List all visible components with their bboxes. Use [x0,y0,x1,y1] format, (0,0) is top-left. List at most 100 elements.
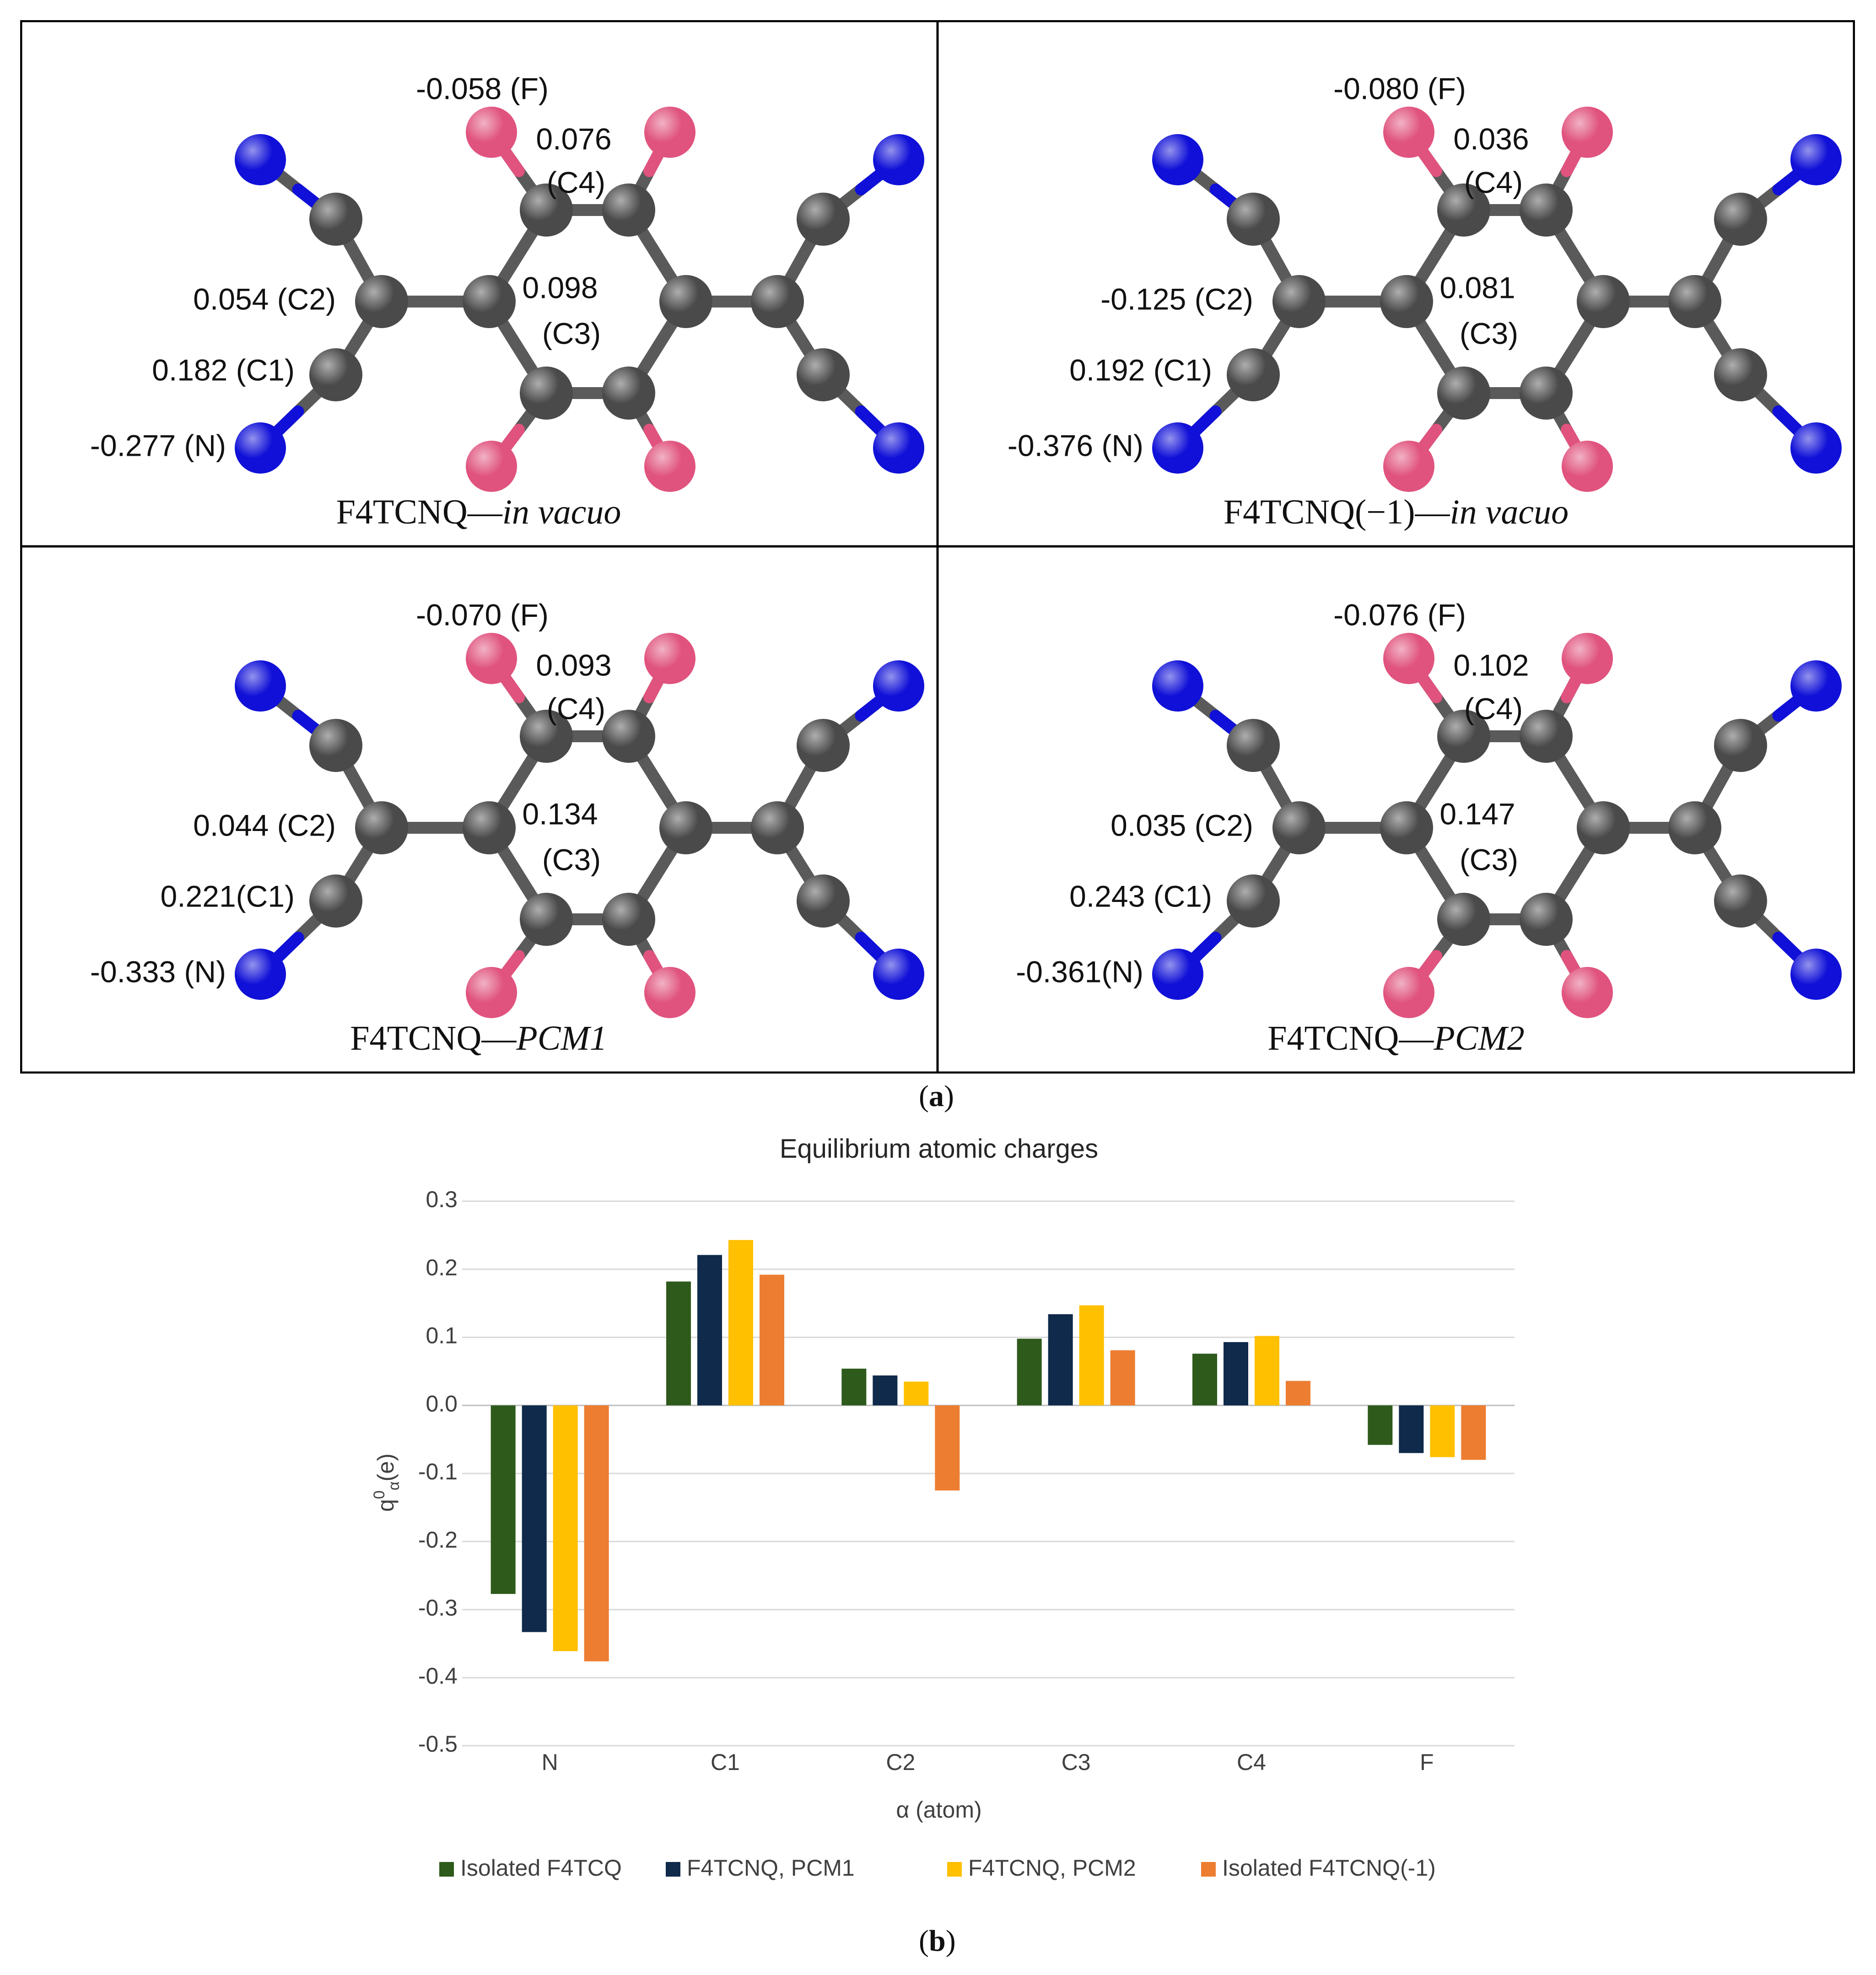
atom-carbon [1577,275,1630,328]
atom-fluorine [644,633,695,684]
atom-carbon [1227,193,1280,246]
atom-group [235,633,924,1018]
atom-carbon [751,801,804,854]
y-axis-tick-labels: 0.3 0.2 0.1 0.0 -0.1 -0.2 -0.3 -0.4 -0.5 [418,1187,458,1757]
atom-nitrogen [1152,422,1203,474]
legend-item: Isolated F4TCQ [439,1855,622,1881]
atom-carbon [1520,893,1573,946]
bar [904,1381,929,1406]
charge-label-c1: 0.192 (C1) [1069,353,1212,387]
panel-a-label-open: ( [919,1079,929,1113]
legend-label: Isolated F4TCNQ(-1) [1222,1855,1436,1881]
bar [1286,1381,1310,1406]
charge-labels: -0.076 (F) 0.102 (C4) 0.147 (C3) 0.035 (C2) 0.… [1016,598,1529,988]
legend-label: Isolated F4TCQ [460,1855,622,1881]
atom-carbon [797,874,850,928]
atom-carbon [1520,710,1573,763]
legend-item: F4TCNQ, PCM1 [666,1855,855,1881]
charge-label-c4-tag: (C4) [547,165,605,199]
bar [1461,1405,1486,1460]
bar [728,1240,753,1406]
atom-nitrogen [1790,134,1842,185]
x-axis-tick-labels: N C1 C2 C3 C4 F [542,1749,1434,1775]
bar [491,1405,516,1594]
charge-label-c4-tag: (C4) [1464,691,1523,725]
x-tick-label: F [1420,1749,1434,1775]
structure-title-italic: in vacuo [1450,493,1569,531]
charge-label-c3-tag: (C3) [542,316,601,350]
atom-fluorine [644,107,695,158]
charge-label-c3-val: 0.134 [522,797,598,831]
charge-label-n: -0.361(N) [1016,955,1143,988]
atom-carbon [355,801,408,854]
charge-label-n: -0.333 (N) [90,955,226,988]
atom-carbon [520,183,573,237]
charge-label-c3-val: 0.147 [1439,797,1515,831]
bar [1079,1305,1104,1406]
x-axis-label: α (atom) [896,1797,981,1823]
atom-fluorine [1383,967,1434,1018]
atom-nitrogen [1152,134,1203,185]
atom-nitrogen [1790,660,1842,712]
bar [522,1405,547,1632]
atom-carbon [1227,719,1280,772]
atom-nitrogen [873,949,924,1000]
structure-title: F4TCNQ—in vacuo [336,493,621,531]
atom-nitrogen [235,134,286,185]
atom-carbon [1520,367,1573,420]
atom-nitrogen [235,949,286,1000]
atom-carbon [1227,348,1280,401]
charge-label-c2: 0.035 (C2) [1111,808,1253,842]
structure-title-italic: in vacuo [502,493,621,531]
structure-title: F4TCNQ—PCM1 [350,1019,607,1058]
charge-label-c3-tag: (C3) [542,842,601,876]
atom-carbon [797,719,850,772]
atom-carbon [1272,801,1326,854]
structure-title: F4TCNQ(−1)—in vacuo [1224,493,1569,531]
atom-carbon [309,874,362,928]
legend-swatch [1201,1862,1216,1877]
atom-fluorine [1562,441,1613,492]
charge-label-c1: 0.243 (C1) [1069,879,1212,913]
atom-carbon [1272,275,1326,328]
panel-a-label-close: ) [943,1079,954,1113]
atom-carbon [602,367,655,420]
molecule-panel-grid: -0.058 (F) 0.076 (C4) 0.098 (C3) 0.054 (C2) 0.… [20,20,1855,1074]
panel-b-label-open: ( [919,1924,929,1958]
y-tick-label: 0.0 [426,1391,458,1416]
panel-a-label: (a) [919,1079,954,1114]
charge-labels: -0.058 (F) 0.076 (C4) 0.098 (C3) 0.054 (C2) 0.… [90,71,612,462]
atom-carbon [520,367,573,420]
atom-carbon [1577,801,1630,854]
atom-nitrogen [873,422,924,474]
bar [760,1274,784,1406]
atom-carbon [602,183,655,237]
atom-nitrogen [235,660,286,712]
atom-carbon [1380,801,1433,854]
atom-fluorine [1562,633,1613,684]
bar [1110,1350,1135,1406]
charge-label-c3-val: 0.081 [1439,270,1515,304]
atom-nitrogen [873,134,924,185]
structure-title-italic: PCM2 [1433,1019,1524,1058]
atom-carbon [602,893,655,946]
atom-carbon [1714,193,1767,246]
charge-label-c3-val: 0.098 [522,270,598,304]
charge-label-c2: -0.125 (C2) [1100,282,1253,316]
charge-label-c1: 0.182 (C1) [152,353,295,387]
structure-title-main: F4TCNQ(−1)— [1224,493,1450,531]
bar [841,1368,867,1406]
y-axis-label-unit: (e) [373,1453,399,1481]
atom-fluorine [466,441,517,492]
structure-cell-anion-in-vacuo: -0.080 (F) 0.036 (C4) 0.081 (C3) -0.125 (C2) 0… [1008,71,1842,531]
atom-carbon [602,710,655,763]
atom-carbon [1437,183,1490,237]
charge-label-c4-val: 0.102 [1453,648,1529,682]
atom-fluorine [1383,107,1434,158]
x-tick-label: N [542,1749,558,1775]
structure-cell-pcm1: -0.070 (F) 0.093 (C4) 0.134 (C3) 0.044 (C2) 0.… [90,598,924,1058]
atom-carbon [1227,874,1280,928]
y-axis-label-sup: 0 [371,1490,388,1499]
bars [491,1240,1486,1662]
atom-carbon [1668,801,1721,854]
